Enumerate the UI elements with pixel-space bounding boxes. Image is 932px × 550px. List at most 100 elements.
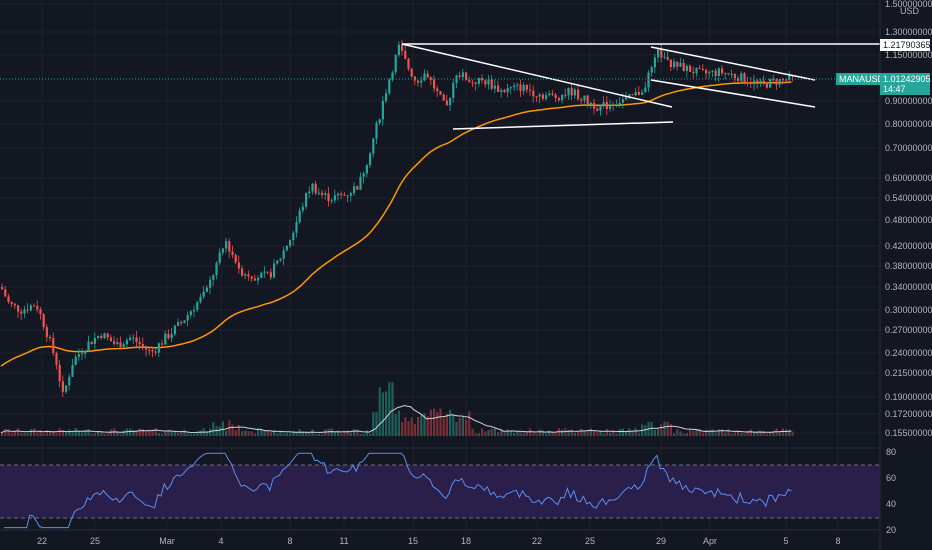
volume-bar xyxy=(209,428,212,436)
candle-body xyxy=(701,68,704,70)
volume-bar xyxy=(42,433,45,436)
resistance-price-text: 1.21790365 xyxy=(883,40,931,50)
candle-body xyxy=(125,340,128,345)
volume-bar xyxy=(365,430,368,436)
candle-body xyxy=(212,275,215,280)
candle-body xyxy=(218,252,221,263)
candle-body xyxy=(49,336,52,339)
price-tick-label: 0.54000000 xyxy=(885,193,932,203)
resistance-price-tag xyxy=(880,39,930,51)
candle-body xyxy=(663,56,666,58)
volume-bar xyxy=(161,433,164,436)
candle-body xyxy=(509,87,512,89)
volume-bar xyxy=(349,432,352,436)
volume-bar xyxy=(353,428,356,436)
candle-body xyxy=(493,85,496,89)
date-tick-label: 8 xyxy=(287,536,292,546)
candle-body xyxy=(116,342,119,344)
candle-body xyxy=(84,350,87,354)
candle-body xyxy=(429,77,432,80)
volume-bar xyxy=(65,431,68,436)
volume-bar xyxy=(7,429,10,436)
volume-bar xyxy=(404,417,407,436)
volume-bar xyxy=(241,431,244,436)
volume-bar xyxy=(596,432,599,436)
volume-bar xyxy=(116,431,119,436)
candle-body xyxy=(551,93,554,95)
candle-body xyxy=(541,94,544,99)
volume-bar xyxy=(474,433,477,436)
volume-bar xyxy=(109,429,112,436)
volume-bar xyxy=(279,431,282,436)
candle-body xyxy=(660,48,663,58)
volume-bar xyxy=(609,432,612,436)
candle-body xyxy=(711,70,714,72)
candle-body xyxy=(58,364,61,382)
volume-bar xyxy=(426,416,429,436)
candle-body xyxy=(74,356,77,365)
candle-body xyxy=(10,301,13,304)
candle-body xyxy=(196,302,199,310)
candle-body xyxy=(141,344,144,347)
volume-bar xyxy=(602,433,605,436)
volume-bar xyxy=(71,431,74,436)
volume-bar xyxy=(676,429,679,436)
candle-body xyxy=(173,325,176,334)
volume-bar xyxy=(516,430,519,436)
trendline-triangle-lower[interactable] xyxy=(452,121,674,130)
candle-body xyxy=(388,79,391,94)
volume-bar xyxy=(420,414,423,436)
volume-bar xyxy=(257,428,260,436)
volume-bar xyxy=(215,426,218,436)
candle-body xyxy=(13,303,16,306)
volume-bar xyxy=(468,411,471,436)
volume-bar xyxy=(788,429,791,436)
candle-body xyxy=(308,191,311,194)
volume-bar xyxy=(372,412,375,436)
volume-bar xyxy=(413,423,416,436)
candle-body xyxy=(538,94,541,97)
volume-bar xyxy=(724,432,727,436)
volume-bar xyxy=(333,431,336,436)
candle-body xyxy=(669,59,672,68)
date-axis-labels[interactable]: 22 25 Mar 4 8 11 15 18 22 25 29 Apr 5 8 xyxy=(37,536,841,546)
volume-bar xyxy=(625,430,628,436)
volume-bar xyxy=(311,429,314,436)
candle-body xyxy=(45,327,48,337)
candle-body xyxy=(628,94,631,97)
volume-bar xyxy=(151,429,154,436)
candle-body xyxy=(65,385,68,392)
countdown-text: 14:47 xyxy=(883,84,906,94)
candle-body xyxy=(599,105,602,111)
volume-bar xyxy=(221,421,224,436)
volume-bar xyxy=(439,408,442,436)
volume-bar xyxy=(154,428,157,436)
trendline-channel-upper[interactable] xyxy=(650,46,816,81)
volume-bar xyxy=(407,421,410,436)
candle-body xyxy=(733,74,736,78)
volume-bar xyxy=(554,433,557,436)
candle-body xyxy=(634,91,637,96)
volume-bar xyxy=(141,429,144,436)
candle-body xyxy=(106,333,109,338)
trendline-channel-lower[interactable] xyxy=(650,79,816,108)
candle-body xyxy=(1,287,4,290)
volume-bar xyxy=(29,429,32,436)
volume-bar xyxy=(119,433,122,436)
candle-body xyxy=(452,82,455,99)
candle-body xyxy=(103,333,106,339)
candle-body xyxy=(593,102,596,109)
date-tick-label: 4 xyxy=(218,536,223,546)
candle-body xyxy=(317,192,320,194)
candle-body xyxy=(241,268,244,276)
rsi-tick-label: 20 xyxy=(886,525,896,535)
volume-bar xyxy=(189,433,192,436)
volume-bar xyxy=(605,429,608,436)
trendline-triangle-upper[interactable] xyxy=(401,43,673,108)
volume-bar xyxy=(397,410,400,436)
price-tick-label: 0.30000000 xyxy=(885,305,932,315)
candle-body xyxy=(778,79,781,85)
volume-bar xyxy=(442,417,445,436)
trendlines[interactable] xyxy=(401,43,880,130)
